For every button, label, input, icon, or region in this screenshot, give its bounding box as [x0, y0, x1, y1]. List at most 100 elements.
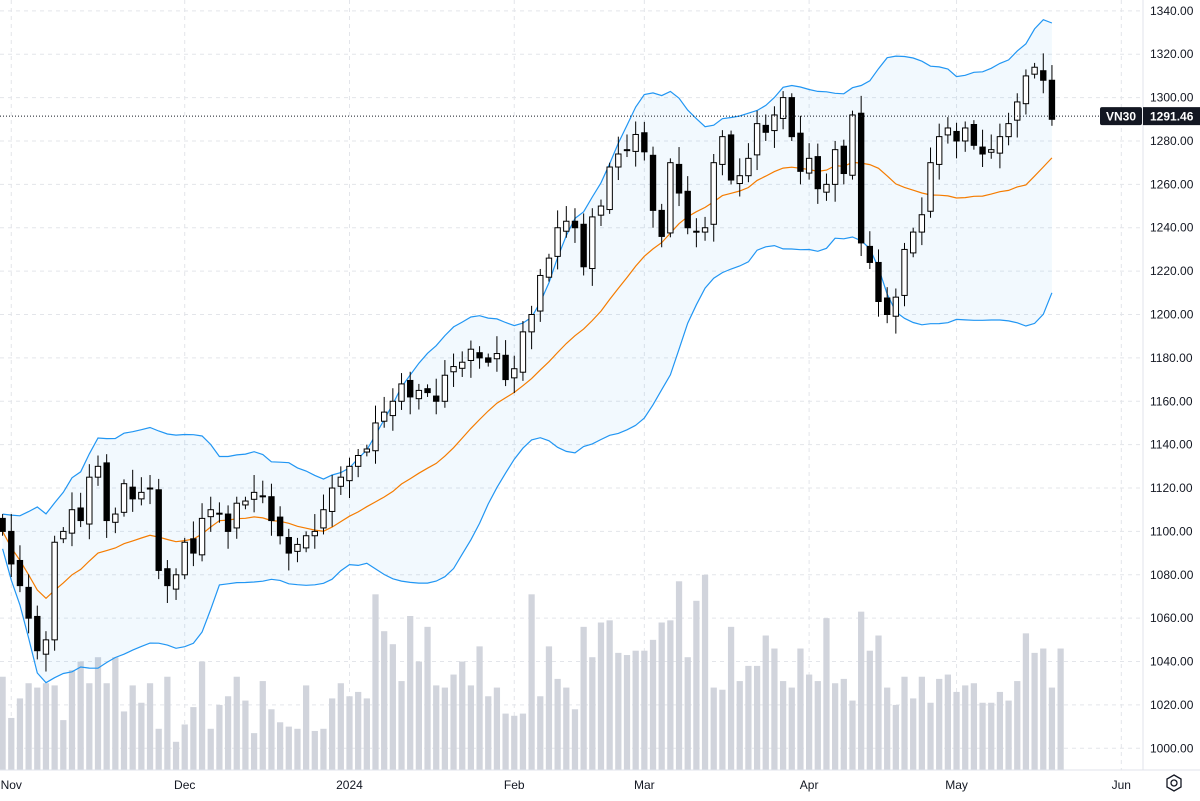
volume-bar — [467, 685, 475, 770]
candle — [216, 502, 223, 523]
candle-body — [0, 517, 6, 532]
candle — [34, 605, 41, 660]
candle — [68, 492, 76, 547]
candle-body — [918, 214, 926, 233]
candle-body — [502, 354, 509, 381]
candle — [476, 346, 483, 369]
volume-bar — [355, 691, 362, 770]
volume-bar — [970, 683, 978, 770]
volume-bar — [441, 687, 449, 770]
candle-body — [537, 274, 544, 312]
volume-bar — [372, 594, 379, 770]
candle — [311, 514, 318, 549]
candle-body — [988, 149, 995, 153]
volume-bar — [988, 702, 995, 770]
volume-bar — [207, 728, 214, 770]
candle-body — [407, 379, 414, 398]
candle — [424, 384, 431, 397]
candle — [190, 521, 197, 567]
volume-bar — [684, 657, 691, 770]
volume-bar — [571, 709, 579, 770]
candle-body — [450, 366, 457, 373]
volume-bar — [433, 685, 440, 770]
price-tick-label: 1300.00 — [1150, 91, 1194, 105]
volume-bar — [597, 622, 605, 770]
candle — [866, 231, 874, 269]
candle-body — [1005, 123, 1012, 138]
candle — [363, 444, 371, 457]
time-axis[interactable]: Nov Dec 2024 Feb Mar Apr May Jun — [0, 769, 1200, 792]
volume-bar — [892, 704, 899, 770]
candle — [953, 122, 960, 159]
candle-body — [849, 114, 856, 176]
volume-bar — [606, 620, 613, 770]
time-tick-label: 2024 — [336, 778, 363, 792]
volume-bar — [936, 678, 943, 770]
gear-icon — [1166, 774, 1182, 792]
candle-body — [1048, 79, 1056, 120]
volume-bar — [250, 733, 258, 770]
candle — [805, 143, 813, 180]
volume-bar — [589, 657, 596, 770]
candle-body — [34, 615, 41, 652]
candle — [693, 218, 700, 248]
candle-body — [172, 574, 180, 590]
candle-body — [190, 538, 197, 554]
candle-body — [580, 223, 587, 268]
candle — [224, 505, 232, 549]
volume-bar — [563, 687, 570, 770]
candle-body — [441, 374, 449, 402]
volume-bar — [285, 726, 292, 770]
candle — [727, 130, 735, 185]
candle-body — [485, 357, 492, 363]
candle-body — [953, 130, 960, 142]
candle-body — [857, 112, 865, 244]
volume-bar — [25, 683, 32, 770]
candle — [155, 478, 162, 580]
candle-body — [753, 123, 761, 156]
volume-bar — [649, 639, 657, 770]
candle — [962, 121, 969, 152]
volume-bar — [727, 626, 735, 770]
candle-body — [363, 448, 371, 453]
candle-body — [216, 512, 223, 515]
candle — [988, 134, 995, 159]
volume-bar — [34, 687, 41, 770]
candle-body — [198, 517, 206, 556]
candle-body — [77, 507, 84, 522]
candle-body — [276, 516, 284, 537]
candle — [970, 120, 978, 150]
candle — [129, 469, 136, 512]
candle-body — [962, 127, 969, 142]
time-tick-label: Apr — [800, 778, 819, 792]
candle-body — [42, 639, 50, 655]
candle — [944, 117, 952, 144]
candle — [493, 336, 501, 372]
candle — [684, 176, 691, 235]
candle — [164, 560, 171, 603]
price-axis[interactable]: 1000.00 1020.00 1040.00 1060.00 1080.00 1100.… — [1142, 0, 1194, 770]
bollinger-basis-line — [2, 157, 1053, 600]
candle-body — [302, 535, 310, 549]
candle-body — [649, 154, 657, 211]
price-tick-label: 1120.00 — [1150, 481, 1193, 495]
bollinger-band-layer — [2, 18, 1053, 684]
chart-settings-button[interactable] — [1163, 772, 1185, 794]
volume-bar — [918, 676, 925, 770]
volume-bar — [363, 698, 370, 770]
candle — [459, 351, 466, 377]
candle — [745, 143, 752, 183]
candle-body — [866, 245, 874, 263]
volume-bar — [259, 681, 266, 770]
candle-body — [892, 296, 900, 317]
candle — [268, 483, 275, 536]
volume-bar — [311, 730, 318, 770]
candle — [294, 537, 301, 563]
candle — [259, 480, 266, 504]
candle — [632, 121, 639, 167]
candle — [667, 158, 674, 238]
candle-body — [719, 136, 726, 165]
candle-body — [1022, 75, 1030, 105]
